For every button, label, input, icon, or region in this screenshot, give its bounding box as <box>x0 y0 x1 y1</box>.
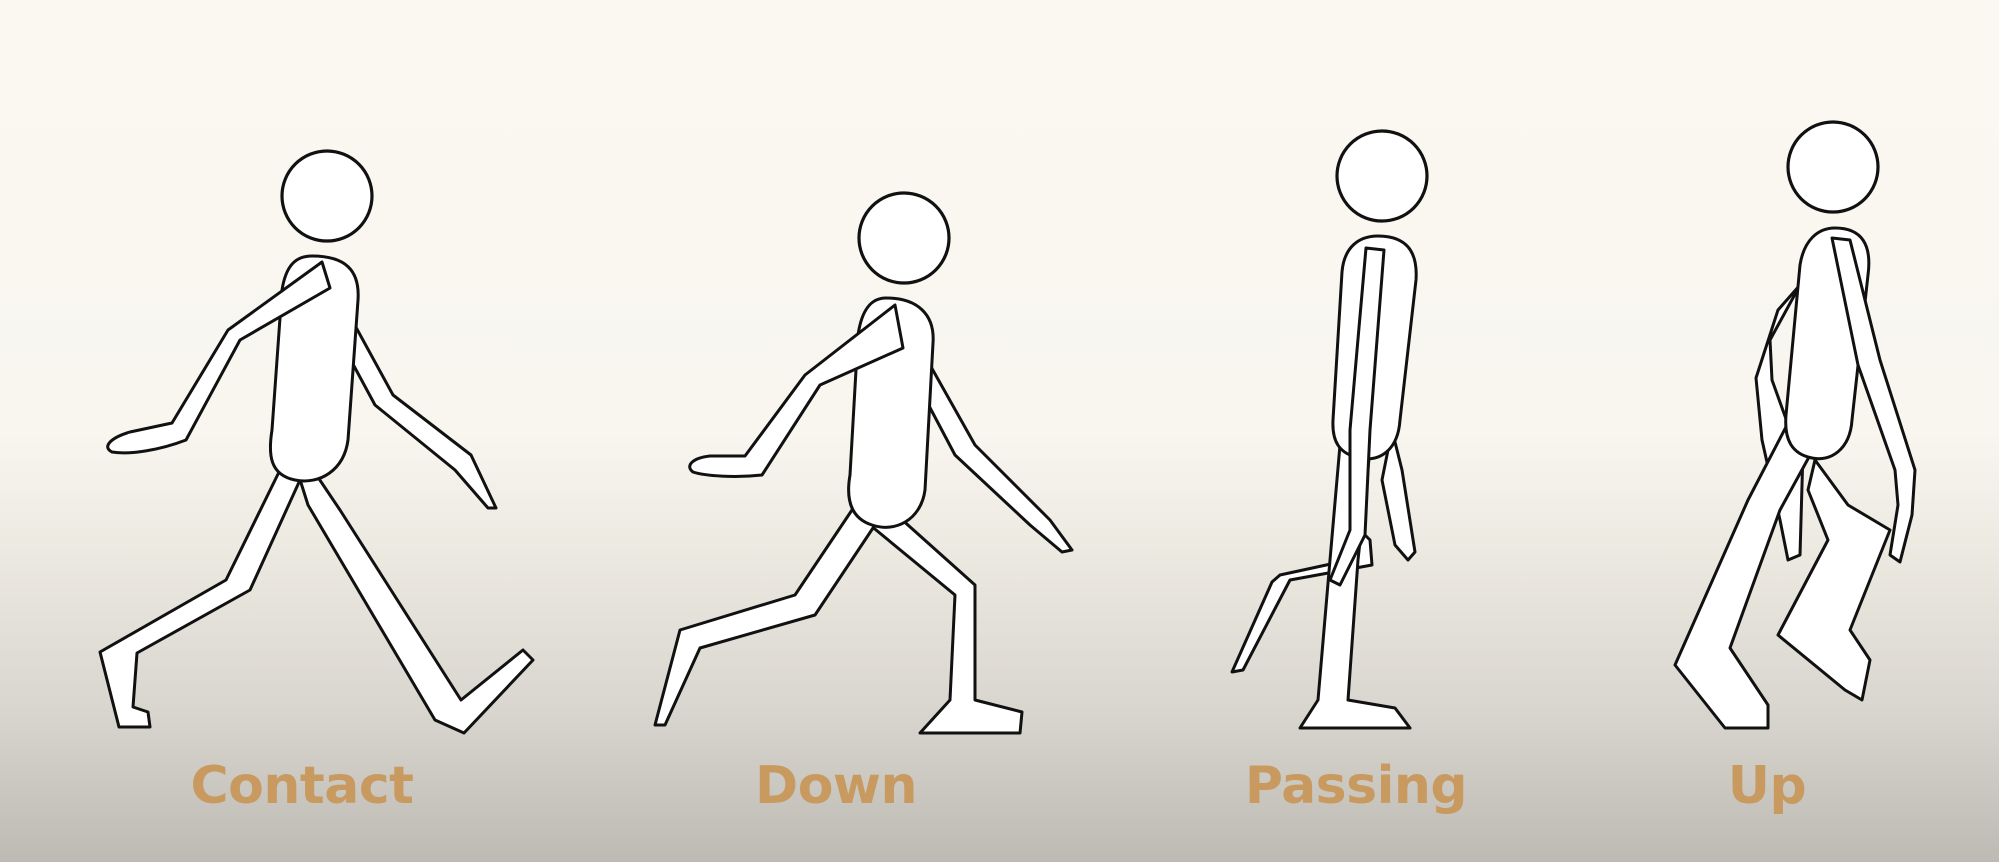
contact-leg-front <box>98 468 302 729</box>
figure-contact <box>98 149 535 735</box>
figure-passing <box>1230 129 1429 730</box>
contact-leg-rear <box>295 453 535 735</box>
label-contact: Contact <box>190 756 414 816</box>
up-head <box>1786 120 1880 214</box>
down-head <box>857 191 951 285</box>
label-passing: Passing <box>1244 756 1468 816</box>
down-arm-rear <box>916 363 1074 554</box>
down-leg-front <box>653 508 877 727</box>
up-leg-support <box>1673 398 1834 730</box>
contact-arm-front <box>106 260 332 455</box>
contact-head <box>280 149 374 243</box>
figure-up <box>1673 120 1917 730</box>
up-arm-front <box>1830 236 1917 564</box>
label-down: Down <box>755 756 917 816</box>
figure-down <box>653 191 1074 735</box>
contact-arm-rear <box>338 318 498 510</box>
passing-arm-front <box>1328 246 1386 587</box>
passing-head <box>1335 129 1429 223</box>
down-leg-rear <box>868 498 1024 735</box>
contact-torso <box>268 254 360 483</box>
down-arm-front <box>688 303 905 478</box>
label-up: Up <box>1727 756 1807 816</box>
passing-arm-rear <box>1380 428 1417 562</box>
up-leg-rear <box>1776 458 1892 702</box>
